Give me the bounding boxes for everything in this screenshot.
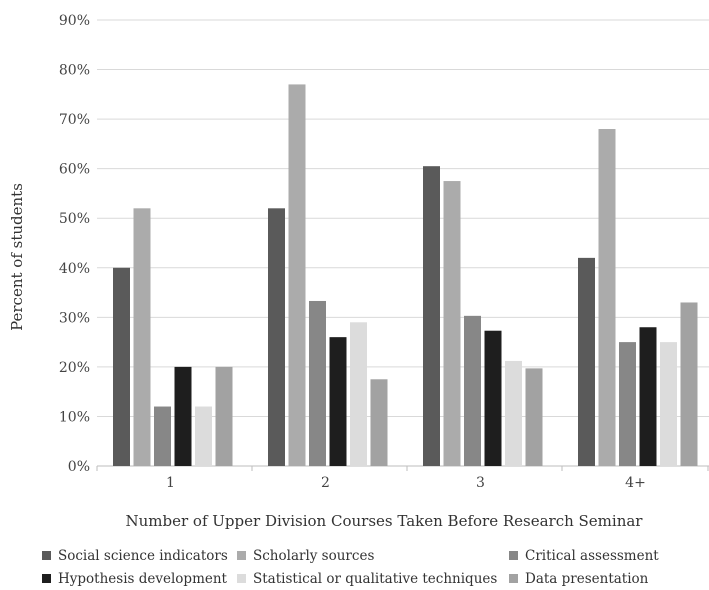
- x-axis-title: Number of Upper Division Courses Taken B…: [126, 512, 644, 530]
- bar: [423, 166, 440, 466]
- bar: [505, 360, 522, 466]
- legend-swatch: [509, 574, 518, 583]
- bars: [113, 84, 698, 467]
- bar: [578, 257, 595, 466]
- y-tick-label: 40%: [59, 261, 90, 277]
- bar: [350, 322, 367, 466]
- bar: [484, 330, 502, 466]
- y-tick-label: 0%: [68, 459, 90, 475]
- y-tick-label: 90%: [59, 13, 90, 29]
- bar: [195, 406, 212, 466]
- y-tick-label: 80%: [59, 63, 90, 79]
- bar: [174, 366, 192, 466]
- legend: Social science indicators Scholarly sourc…: [42, 545, 702, 589]
- bar: [464, 315, 481, 466]
- legend-swatch: [237, 574, 246, 583]
- legend-label: Statistical or qualitative techniques: [253, 570, 498, 587]
- legend-swatch: [237, 551, 246, 560]
- bar: [288, 84, 306, 466]
- legend-label: Critical assessment: [525, 547, 659, 564]
- legend-swatch: [42, 551, 51, 560]
- y-axis-title: Percent of students: [8, 183, 26, 331]
- x-tick-label: 3: [476, 475, 485, 491]
- bar: [133, 208, 151, 467]
- bar: [525, 368, 543, 466]
- legend-item: Data presentation: [509, 568, 684, 589]
- x-tick-label: 2: [321, 475, 330, 491]
- legend-item: Scholarly sources: [237, 545, 509, 566]
- legend-label: Social science indicators: [58, 547, 228, 564]
- legend-item: Statistical or qualitative techniques: [237, 568, 509, 589]
- x-tick-label: 4+: [625, 475, 646, 491]
- x-axis-ticks: 1 2 3 4+: [96, 466, 709, 491]
- legend-swatch: [42, 574, 51, 583]
- bar: [113, 267, 130, 466]
- legend-label: Data presentation: [525, 570, 649, 587]
- bar: [309, 300, 326, 466]
- y-tick-label: 20%: [59, 360, 90, 376]
- bar: [268, 208, 285, 467]
- bar: [598, 129, 616, 466]
- y-tick-label: 10%: [59, 409, 90, 425]
- y-tick-label: 70%: [59, 112, 90, 128]
- legend-item: Hypothesis development: [42, 568, 237, 589]
- bar: [619, 342, 636, 466]
- bar: [443, 181, 461, 467]
- x-tick-label: 1: [166, 475, 175, 491]
- legend-label: Scholarly sources: [253, 547, 375, 564]
- y-tick-label: 60%: [59, 162, 90, 178]
- y-tick-label: 50%: [59, 211, 90, 227]
- bar-chart: 0% 10% 20% 30% 40% 50% 60% 70% 80% 90% 1 2 3 4+ Perc…: [8, 13, 709, 530]
- legend-item: Critical assessment: [509, 545, 684, 566]
- bar: [215, 366, 233, 466]
- bar: [680, 302, 698, 466]
- bar: [660, 342, 677, 466]
- y-axis-ticks: 0% 10% 20% 30% 40% 50% 60% 70% 80% 90%: [59, 13, 90, 475]
- y-tick-label: 30%: [59, 310, 90, 326]
- bar: [329, 337, 347, 466]
- legend-label: Hypothesis development: [58, 570, 227, 587]
- legend-item: Social science indicators: [42, 545, 237, 566]
- bar: [639, 327, 657, 466]
- bar: [370, 379, 388, 466]
- legend-swatch: [509, 551, 518, 560]
- bar: [154, 406, 171, 466]
